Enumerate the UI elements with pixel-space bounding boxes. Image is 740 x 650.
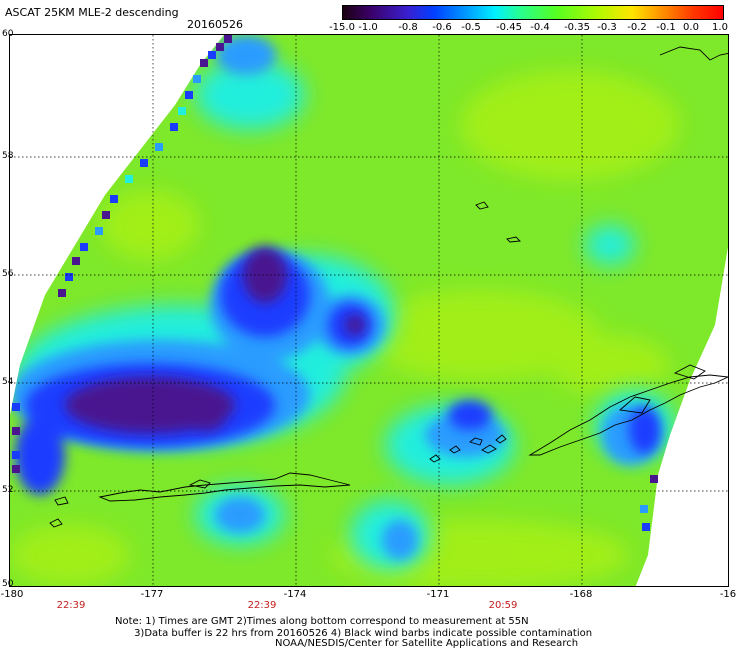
color-scale-labels: -15.0 -1.0 -0.8 -0.6 -0.5 -0.45 -0.4 -0.… [326,22,736,34]
scatterometer-field [10,35,728,586]
lon-label: -177 [140,589,164,600]
lon-label: -174 [283,589,307,600]
footer-note: Note: 1) Times are GMT 2)Times along bot… [115,616,593,639]
lon-label: -168 [569,589,593,600]
lat-label: 54 [2,377,14,387]
time-label: 20:59 [488,600,518,611]
lon-label: -16 [719,589,737,600]
color-scale-label: 0.0 [683,22,699,33]
time-label: 22:39 [56,600,86,611]
chart-date: 20160526 [187,18,243,31]
lat-label: 52 [2,485,14,495]
color-scale-label: -0.4 [530,22,550,33]
coastlines [49,46,728,528]
color-scale-bar [342,5,724,20]
color-scale-label: -0.2 [627,22,647,33]
color-scale-label: 1.0 [712,22,728,33]
color-scale-label: -1.0 [358,22,378,33]
color-scale-label: -0.35 [564,22,590,33]
color-scale-label: -0.5 [461,22,481,33]
lat-label: 50 [2,579,14,589]
chart-title: ASCAT 25KM MLE-2 descending [5,6,179,19]
lon-label: -180 [0,589,24,600]
color-scale-label: -0.8 [398,22,418,33]
swath-edge-pixels [12,35,658,531]
color-scale-label: -0.3 [597,22,617,33]
lat-label: 58 [2,151,14,161]
time-label: 22:39 [247,600,277,611]
color-scale-label: -0.1 [656,22,676,33]
color-scale-label: -15.0 [329,22,355,33]
map-area [9,34,729,587]
color-scale-label: -0.6 [432,22,452,33]
lat-label: 56 [2,269,14,279]
graticule [10,35,728,586]
footer-credit: NOAA/NESDIS/Center for Satellite Applica… [275,638,579,649]
lon-label: -171 [426,589,450,600]
color-scale-label: -0.45 [496,22,522,33]
lat-label: 60 [2,29,14,39]
